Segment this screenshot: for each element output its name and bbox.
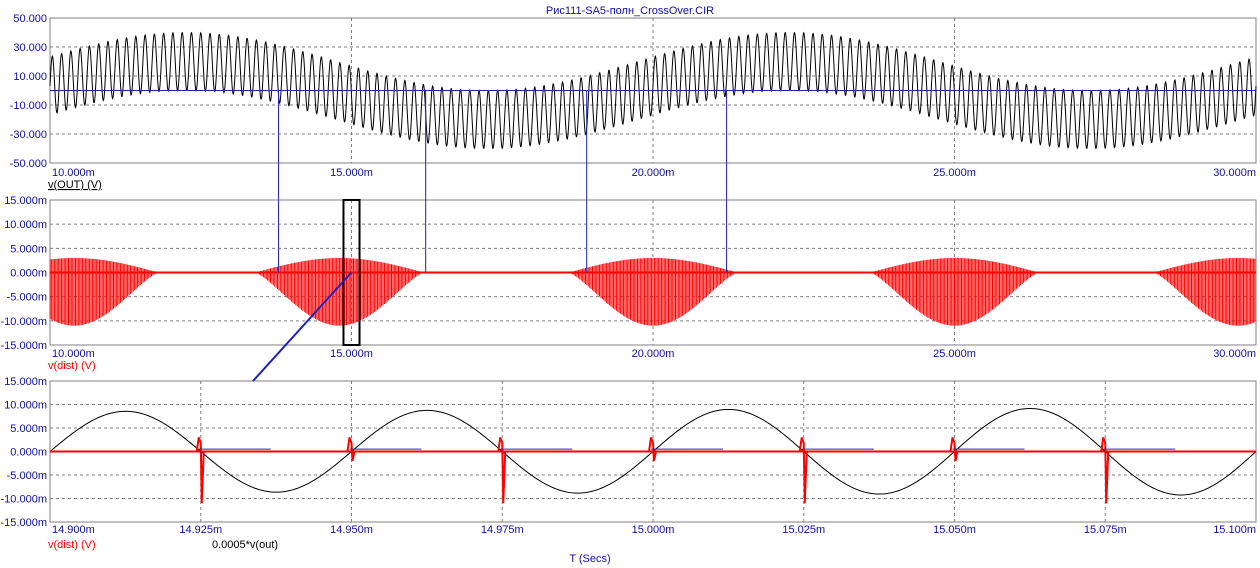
x-tick-label: 25.000m: [933, 167, 976, 179]
vdist-burst: [569, 258, 737, 326]
vdist-spike: [1100, 437, 1110, 504]
x-tick-label: 30.000m: [1213, 167, 1256, 179]
x-tick-label: 15.100m: [1213, 524, 1256, 536]
y-tick-label: -10.000: [10, 100, 47, 112]
x-tick-label: 10.000m: [52, 348, 95, 360]
y-tick-label: 0.000m: [10, 447, 47, 459]
plot-traces: [49, 31, 1257, 504]
chart-title: Рис111-SA5-полн_CrossOver.CIR: [546, 5, 714, 17]
y-tick-label: 5.000m: [10, 243, 47, 255]
trace-label-vout: v(OUT) (V): [48, 179, 102, 191]
vdist-spike: [798, 437, 808, 504]
vdist-spike: [497, 437, 507, 504]
axis-labels: v(OUT) (V) v(dist) (V) v(dist) (V) 0.0005*v…: [48, 179, 278, 551]
y-tick-label: -10.000m: [1, 494, 47, 506]
vdist-burst: [255, 258, 423, 326]
zoom-box: [342, 199, 361, 346]
x-axis-label: T (Secs): [569, 553, 610, 565]
trace-vdist: [49, 258, 1256, 326]
vdist-spike: [195, 437, 205, 504]
y-tick-label: -30.000: [10, 129, 47, 141]
vdist-burst: [49, 258, 158, 326]
y-tick-label: -50.000: [10, 158, 47, 170]
y-tick-label: 10.000m: [4, 219, 47, 231]
y-tick-label: 50.000: [13, 13, 47, 25]
cursor-markers: [252, 90, 728, 382]
x-tick-label: 20.000m: [632, 167, 675, 179]
y-tick-label: -5.000m: [7, 292, 47, 304]
y-tick-label: -15.000m: [1, 517, 47, 529]
trace-label-vdist: v(dist) (V): [48, 360, 96, 372]
y-tick-label: -5.000m: [7, 470, 47, 482]
y-tick-label: -15.000m: [1, 340, 47, 352]
x-tick-label: 15.075m: [1084, 524, 1127, 536]
y-tick-label: 0.000m: [10, 268, 47, 280]
x-tick-label: 14.900m: [52, 524, 95, 536]
panel-middle: 10.000m 15.000m 20.000m 25.000m 30.000m 15.00…: [1, 195, 1257, 360]
x-tick-label: 15.050m: [933, 524, 976, 536]
trace-vdist-zoom: [50, 437, 1256, 504]
trace-label-vdist-zoom: v(dist) (V): [48, 539, 96, 551]
x-tick-label: 20.000m: [632, 348, 675, 360]
y-tick-label: 30.000: [13, 42, 47, 54]
zoom-pointer: [252, 271, 353, 382]
vdist-burst: [1154, 258, 1256, 326]
x-tick-label: 15.000m: [632, 524, 675, 536]
x-tick-label: 15.000m: [330, 167, 373, 179]
trace-label-scaled-vout: 0.0005*v(out): [212, 539, 278, 551]
panel-top: 10.000m 15.000m 20.000m 25.000m 30.000m 50.00…: [10, 13, 1257, 179]
x-tick-label: 15.000m: [330, 348, 373, 360]
x-tick-label: 15.025m: [782, 524, 825, 536]
x-tick-label: 30.000m: [1213, 348, 1256, 360]
panel-bottom: 14.900m 14.925m 14.950m 14.975m 15.000m 15.02…: [1, 376, 1257, 536]
trace-vout: [49, 31, 1257, 150]
vdist-spike: [949, 437, 959, 462]
x-tick-label: 10.000m: [52, 167, 95, 179]
vdist-burst: [870, 258, 1039, 326]
plot-panels: 10.000m 15.000m 20.000m 25.000m 30.000m 50.00…: [1, 13, 1257, 536]
y-tick-label: 10.000m: [4, 400, 47, 412]
x-tick-label: 14.925m: [179, 524, 222, 536]
y-tick-label: 5.000m: [10, 423, 47, 435]
y-tick-label: 15.000m: [4, 195, 47, 207]
y-tick-label: 10.000: [13, 71, 47, 83]
vdist-spike: [346, 437, 356, 462]
vdist-spike: [648, 437, 657, 462]
y-tick-label: 15.000m: [4, 376, 47, 388]
x-tick-label: 25.000m: [933, 348, 976, 360]
y-tick-label: -10.000m: [1, 316, 47, 328]
x-tick-label: 14.950m: [330, 524, 373, 536]
x-tick-label: 14.975m: [481, 524, 524, 536]
